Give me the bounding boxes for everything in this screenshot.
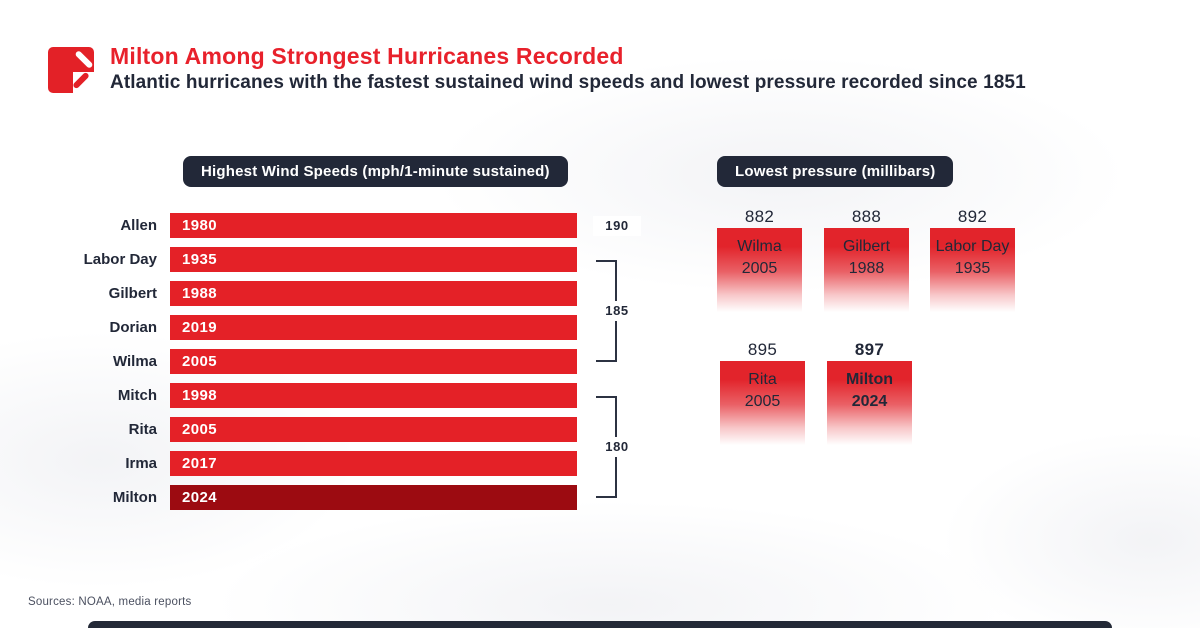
pressure-card: 882 Wilma 2005 bbox=[717, 206, 802, 312]
wind-speed-bar: 2024 bbox=[170, 485, 577, 510]
wind-bar-row: Mitch 1998 bbox=[0, 383, 590, 408]
wind-speed-value-label: 180 bbox=[593, 436, 641, 457]
wind-speed-value-label: 185 bbox=[593, 300, 641, 321]
pressure-value-label: 882 bbox=[744, 207, 775, 226]
hurricane-year-label: 1935 bbox=[182, 251, 217, 268]
pressure-card: 895 Rita 2005 bbox=[720, 339, 805, 445]
wind-bar-row: Milton 2024 bbox=[0, 485, 590, 510]
pressure-hurricane-year: 1935 bbox=[954, 260, 991, 277]
pressure-hurricane-name: Gilbert bbox=[842, 238, 891, 255]
hurricane-name-label: Mitch bbox=[117, 387, 157, 404]
bottom-accent-bar bbox=[88, 621, 1112, 628]
wind-speed-bar: 1980 bbox=[170, 213, 577, 238]
hurricane-name-label: Allen bbox=[120, 217, 157, 234]
pressure-value-label: 892 bbox=[957, 207, 988, 226]
pressure-value-label: 897 bbox=[854, 340, 885, 359]
wind-bar-row: Allen 1980 bbox=[0, 213, 590, 238]
pressure-card: 897 Milton 2024 bbox=[827, 339, 912, 445]
firstpost-logo-icon bbox=[48, 47, 94, 93]
wind-bar-row: Labor Day 1935 bbox=[0, 247, 590, 272]
hurricane-year-label: 1980 bbox=[182, 217, 217, 234]
hurricane-name-label: Milton bbox=[112, 489, 157, 506]
wind-bar-row: Rita 2005 bbox=[0, 417, 590, 442]
wind-bar-row: Wilma 2005 bbox=[0, 349, 590, 374]
source-note: Sources: NOAA, media reports bbox=[28, 596, 192, 608]
hurricane-name-label: Gilbert bbox=[108, 285, 157, 302]
hurricane-year-label: 2024 bbox=[182, 489, 217, 506]
pressure-chart-header: Lowest pressure (millibars) bbox=[717, 156, 954, 187]
pressure-hurricane-name: Labor Day bbox=[935, 238, 1010, 255]
page-subtitle: Atlantic hurricanes with the fastest sus… bbox=[110, 72, 1026, 93]
wind-speed-value-label: 190 bbox=[593, 215, 641, 236]
pressure-value-label: 888 bbox=[851, 207, 882, 226]
pressure-hurricane-year: 2005 bbox=[744, 393, 781, 410]
hurricane-name-label: Labor Day bbox=[83, 251, 157, 268]
background-wave bbox=[210, 500, 1010, 628]
pressure-gradient-square: Wilma 2005 bbox=[717, 228, 802, 312]
wind-bar-row: Dorian 2019 bbox=[0, 315, 590, 340]
hurricane-name-label: Wilma bbox=[112, 353, 157, 370]
logo-white-slash-icon bbox=[73, 49, 94, 69]
pressure-card: 892 Labor Day 1935 bbox=[930, 206, 1015, 312]
wind-chart-header: Highest Wind Speeds (mph/1-minute sustai… bbox=[183, 156, 568, 187]
wind-speed-bar: 2017 bbox=[170, 451, 577, 476]
pressure-hurricane-year: 2005 bbox=[741, 260, 778, 277]
pressure-hurricane-name: Milton bbox=[845, 371, 894, 388]
pressure-hurricane-name: Wilma bbox=[737, 238, 782, 255]
wind-speed-bar: 2005 bbox=[170, 417, 577, 442]
pressure-gradient-square: Milton 2024 bbox=[827, 361, 912, 445]
wind-bar-row: Gilbert 1988 bbox=[0, 281, 590, 306]
pressure-value-label: 895 bbox=[747, 340, 778, 359]
hurricane-name-label: Dorian bbox=[109, 319, 157, 336]
hurricane-year-label: 2019 bbox=[182, 319, 217, 336]
pressure-hurricane-name: Rita bbox=[748, 371, 777, 388]
wind-speed-bar: 1935 bbox=[170, 247, 577, 272]
pressure-gradient-square: Gilbert 1988 bbox=[824, 228, 909, 312]
background-wave bbox=[940, 430, 1200, 628]
pressure-gradient-square: Rita 2005 bbox=[720, 361, 805, 445]
wind-speed-bar: 1998 bbox=[170, 383, 577, 408]
pressure-card: 888 Gilbert 1988 bbox=[824, 206, 909, 312]
hurricane-name-label: Rita bbox=[128, 421, 157, 438]
hurricane-year-label: 2017 bbox=[182, 455, 217, 472]
wind-speed-bar: 1988 bbox=[170, 281, 577, 306]
hurricane-year-label: 1998 bbox=[182, 387, 217, 404]
wind-bar-row: Irma 2017 bbox=[0, 451, 590, 476]
hurricane-year-label: 2005 bbox=[182, 353, 217, 370]
wind-speed-bar: 2019 bbox=[170, 315, 577, 340]
wind-speed-bar-chart: Allen 1980 Labor Day 1935 Gilbert 1988 Dorian 2… bbox=[0, 213, 590, 519]
pressure-hurricane-year: 1988 bbox=[848, 260, 885, 277]
pressure-hurricane-year: 2024 bbox=[851, 393, 888, 410]
wind-speed-bar: 2005 bbox=[170, 349, 577, 374]
hurricane-year-label: 1988 bbox=[182, 285, 217, 302]
hurricane-year-label: 2005 bbox=[182, 421, 217, 438]
hurricane-name-label: Irma bbox=[125, 455, 157, 472]
page-title: Milton Among Strongest Hurricanes Record… bbox=[110, 43, 624, 69]
pressure-gradient-square: Labor Day 1935 bbox=[930, 228, 1015, 312]
